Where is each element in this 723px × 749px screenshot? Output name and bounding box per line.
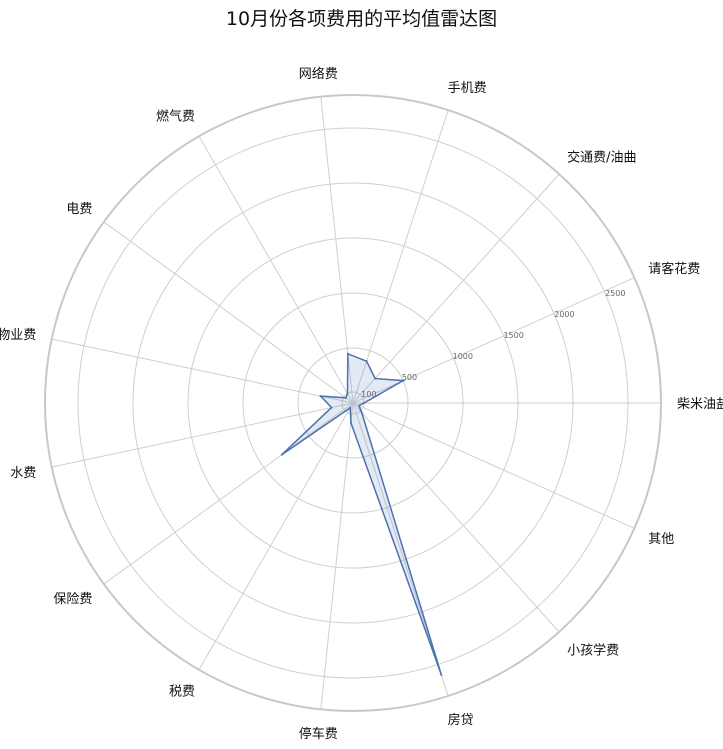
- radial-tick-label: 2500: [605, 289, 625, 298]
- data-point: [360, 411, 363, 414]
- spoke: [352, 173, 560, 404]
- spoke: [103, 402, 354, 585]
- category-label: 其他: [648, 532, 674, 547]
- data-point: [349, 406, 352, 409]
- category-label: 水费: [10, 466, 36, 481]
- data-point: [346, 392, 349, 395]
- radial-tick-label: 1500: [503, 331, 523, 340]
- spoke: [198, 402, 354, 670]
- spoke: [51, 338, 354, 404]
- spoke: [320, 96, 354, 404]
- category-label: 电费: [66, 202, 92, 217]
- radial-tick-label: 1000: [453, 352, 473, 361]
- data-point: [440, 674, 443, 677]
- radar-grid: 100 500 1000 1500 2000 2500: [44, 94, 662, 712]
- data-point: [402, 379, 405, 382]
- category-label: 房贷: [448, 712, 474, 728]
- radial-tick-label: 100: [361, 390, 376, 399]
- category-label: 交通费/油曲: [567, 149, 636, 165]
- data-point: [365, 360, 368, 363]
- data-point: [319, 395, 322, 398]
- radial-tick-label: 2000: [554, 310, 574, 319]
- chart-title: 10月份各项费用的平均值雷达图: [225, 8, 498, 30]
- series-polygon: [281, 352, 443, 676]
- spoke: [352, 109, 449, 404]
- category-label: 停车费: [299, 726, 338, 742]
- category-label: 网络费: [299, 66, 338, 82]
- category-label: 保险费: [53, 592, 92, 607]
- spoke: [352, 402, 635, 529]
- category-label: 手机费: [448, 81, 487, 96]
- radar-series: [280, 352, 443, 677]
- data-point: [358, 404, 361, 407]
- category-label: 燃气费: [156, 108, 195, 124]
- spoke: [51, 402, 354, 468]
- spoke: [198, 136, 354, 404]
- category-label: 小孩学费: [567, 643, 619, 659]
- radial-tick-label: 500: [402, 373, 417, 382]
- data-point: [280, 453, 283, 456]
- spoke: [103, 221, 354, 404]
- category-label: 物业费: [0, 328, 36, 343]
- data-point: [346, 352, 349, 355]
- data-point: [330, 406, 333, 409]
- data-point: [363, 402, 365, 404]
- spoke: [352, 402, 560, 633]
- data-point: [344, 396, 347, 399]
- category-label: 税费: [169, 685, 195, 700]
- category-label: 请客花费: [648, 261, 700, 277]
- data-point: [374, 377, 377, 380]
- spoke: [320, 402, 354, 710]
- category-label: 柴米油盐: [677, 397, 723, 412]
- data-point: [349, 421, 352, 424]
